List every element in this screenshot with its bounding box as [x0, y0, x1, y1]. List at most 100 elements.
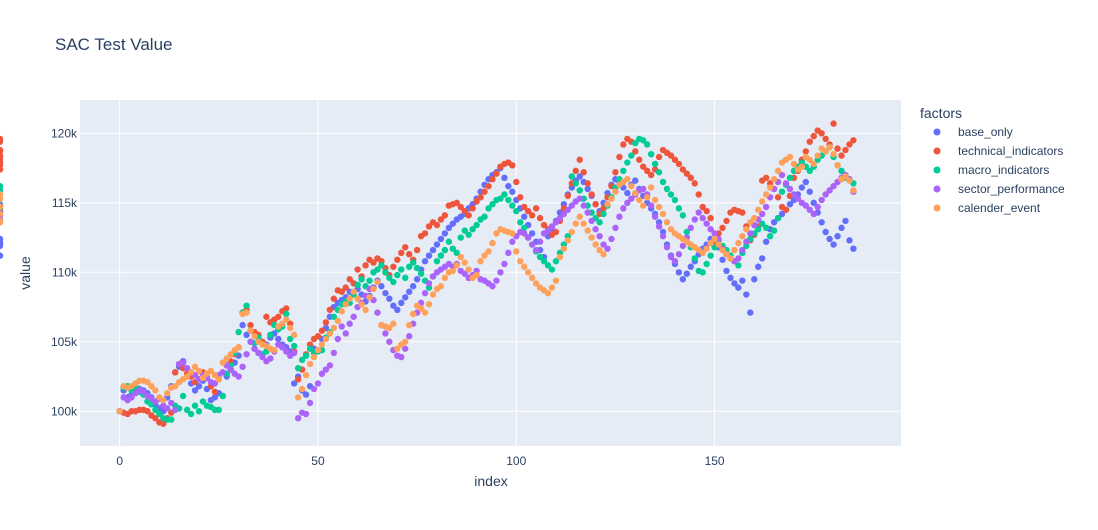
data-point[interactable]: [493, 170, 500, 177]
data-point[interactable]: [199, 398, 207, 405]
data-point[interactable]: [782, 180, 790, 187]
data-point[interactable]: [275, 313, 282, 320]
legend-item-macro-indicators[interactable]: macro_indicators: [933, 163, 1050, 177]
data-point[interactable]: [528, 212, 536, 219]
data-point[interactable]: [517, 219, 524, 226]
data-point[interactable]: [509, 162, 516, 169]
data-point[interactable]: [398, 266, 405, 273]
data-point[interactable]: [580, 169, 587, 176]
data-point[interactable]: [524, 269, 532, 276]
data-point[interactable]: [227, 351, 234, 358]
data-point[interactable]: [334, 335, 342, 343]
data-point[interactable]: [687, 174, 694, 182]
data-point[interactable]: [521, 224, 528, 232]
data-point[interactable]: [810, 160, 817, 168]
data-point[interactable]: [152, 387, 159, 394]
data-point[interactable]: [219, 369, 226, 376]
data-point[interactable]: [679, 166, 687, 173]
data-point[interactable]: [735, 255, 742, 262]
data-point[interactable]: [354, 295, 361, 302]
data-point[interactable]: [632, 177, 639, 184]
data-point[interactable]: [461, 270, 468, 277]
data-point[interactable]: [608, 235, 615, 243]
data-point[interactable]: [505, 182, 512, 190]
data-point[interactable]: [394, 256, 401, 263]
data-point[interactable]: [624, 189, 631, 197]
data-point[interactable]: [560, 210, 568, 218]
data-point[interactable]: [152, 415, 159, 422]
data-point[interactable]: [437, 283, 445, 290]
data-point[interactable]: [699, 269, 706, 276]
data-point[interactable]: [608, 195, 615, 202]
data-point[interactable]: [596, 219, 603, 226]
data-point[interactable]: [719, 256, 726, 263]
data-point[interactable]: [588, 234, 595, 241]
data-point[interactable]: [600, 241, 607, 248]
data-point[interactable]: [723, 217, 730, 225]
data-point[interactable]: [294, 376, 302, 383]
data-point[interactable]: [651, 196, 659, 204]
data-point[interactable]: [390, 278, 397, 286]
data-point[interactable]: [747, 219, 754, 226]
data-point[interactable]: [394, 271, 401, 279]
data-point[interactable]: [691, 180, 698, 187]
data-point[interactable]: [485, 182, 492, 190]
data-point[interactable]: [778, 171, 786, 179]
data-point[interactable]: [814, 152, 821, 159]
data-point[interactable]: [735, 284, 742, 291]
data-point[interactable]: [838, 167, 845, 175]
data-point[interactable]: [814, 203, 821, 211]
data-point[interactable]: [647, 150, 655, 158]
data-point[interactable]: [342, 330, 349, 337]
data-point[interactable]: [378, 262, 385, 269]
data-point[interactable]: [842, 146, 849, 154]
data-point[interactable]: [318, 341, 326, 348]
data-point[interactable]: [370, 259, 377, 266]
data-point[interactable]: [338, 288, 345, 295]
data-point[interactable]: [366, 277, 373, 284]
data-point[interactable]: [671, 257, 679, 265]
data-point[interactable]: [429, 246, 437, 254]
data-point[interactable]: [592, 226, 599, 233]
data-point[interactable]: [576, 173, 583, 180]
data-point[interactable]: [140, 388, 147, 396]
data-point[interactable]: [374, 309, 381, 316]
data-point[interactable]: [647, 202, 655, 209]
data-point[interactable]: [219, 392, 226, 400]
data-point[interactable]: [433, 257, 441, 265]
data-point[interactable]: [398, 299, 405, 307]
data-point[interactable]: [239, 321, 246, 329]
data-point[interactable]: [199, 374, 207, 382]
data-point[interactable]: [699, 214, 706, 222]
data-point[interactable]: [691, 216, 698, 223]
data-point[interactable]: [810, 210, 817, 218]
data-point[interactable]: [386, 295, 393, 302]
data-point[interactable]: [402, 294, 409, 301]
data-point[interactable]: [445, 224, 453, 232]
data-point[interactable]: [390, 263, 397, 270]
data-point[interactable]: [473, 271, 480, 279]
data-point[interactable]: [497, 269, 504, 276]
data-point[interactable]: [683, 270, 691, 277]
data-point[interactable]: [187, 369, 195, 376]
data-point[interactable]: [846, 177, 853, 184]
data-point[interactable]: [517, 194, 524, 201]
data-point[interactable]: [806, 156, 813, 163]
data-point[interactable]: [171, 406, 179, 414]
data-point[interactable]: [322, 335, 330, 343]
data-point[interactable]: [168, 416, 175, 423]
data-point[interactable]: [802, 148, 810, 155]
data-point[interactable]: [429, 273, 437, 280]
data-point[interactable]: [255, 349, 262, 357]
data-point[interactable]: [655, 203, 663, 211]
data-point[interactable]: [576, 156, 583, 163]
data-point[interactable]: [509, 202, 516, 209]
data-point[interactable]: [667, 191, 675, 198]
data-point[interactable]: [675, 269, 683, 276]
data-point[interactable]: [632, 139, 639, 147]
data-point[interactable]: [667, 253, 675, 261]
data-point[interactable]: [156, 410, 163, 418]
data-point[interactable]: [326, 330, 334, 337]
data-point[interactable]: [580, 202, 587, 209]
data-point[interactable]: [433, 221, 441, 229]
